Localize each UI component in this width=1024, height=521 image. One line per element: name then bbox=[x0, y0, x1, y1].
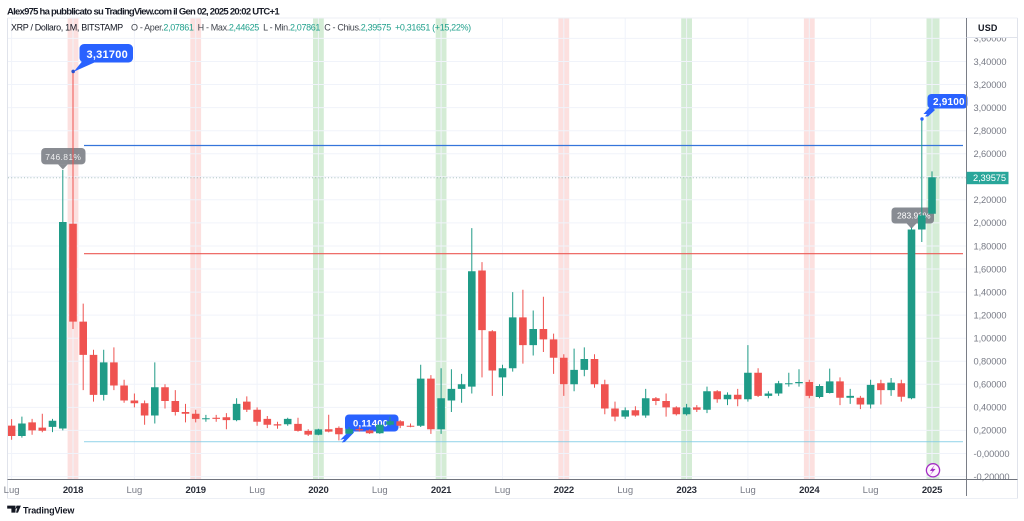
svg-text:0,80000: 0,80000 bbox=[974, 357, 1007, 367]
svg-text:USD: USD bbox=[978, 23, 998, 33]
svg-text:Alex975 ha pubblicato su Tradi: Alex975 ha pubblicato su TradingView.com… bbox=[7, 6, 280, 17]
svg-text:3,20000: 3,20000 bbox=[974, 80, 1007, 90]
svg-text:Lug: Lug bbox=[863, 485, 879, 496]
svg-text:2,80000: 2,80000 bbox=[974, 126, 1007, 136]
svg-text:2024: 2024 bbox=[799, 485, 820, 496]
svg-text:1,20000: 1,20000 bbox=[974, 310, 1007, 320]
svg-text:3,31700: 3,31700 bbox=[87, 49, 129, 61]
svg-text:Lug: Lug bbox=[249, 485, 265, 496]
svg-text:0,60000: 0,60000 bbox=[974, 380, 1007, 390]
svg-text:746.81%: 746.81% bbox=[45, 152, 81, 162]
svg-text:2,20000: 2,20000 bbox=[974, 195, 1007, 205]
svg-text:TradingView: TradingView bbox=[23, 505, 75, 515]
svg-text:3,40000: 3,40000 bbox=[974, 57, 1007, 67]
svg-text:2023: 2023 bbox=[676, 485, 696, 496]
svg-text:2025: 2025 bbox=[922, 485, 943, 496]
svg-text:Lug: Lug bbox=[617, 485, 633, 496]
svg-text:2,9100: 2,9100 bbox=[933, 97, 965, 108]
svg-text:Lug: Lug bbox=[372, 485, 388, 496]
svg-text:2,00000: 2,00000 bbox=[974, 218, 1007, 228]
svg-text:2,39575: 2,39575 bbox=[973, 173, 1006, 183]
svg-text:1,00000: 1,00000 bbox=[974, 334, 1007, 344]
svg-text:0,20000: 0,20000 bbox=[974, 426, 1007, 436]
svg-text:2022: 2022 bbox=[554, 485, 574, 496]
svg-text:2019: 2019 bbox=[186, 485, 206, 496]
svg-text:0,40000: 0,40000 bbox=[974, 403, 1007, 413]
svg-text:1,60000: 1,60000 bbox=[974, 264, 1007, 274]
svg-text:Lug: Lug bbox=[495, 485, 511, 496]
svg-text:1,40000: 1,40000 bbox=[974, 287, 1007, 297]
svg-text:-0,20000: -0,20000 bbox=[974, 472, 1010, 482]
svg-text:0,11400: 0,11400 bbox=[353, 419, 388, 430]
svg-text:3,60000: 3,60000 bbox=[974, 34, 1007, 44]
svg-text:2018: 2018 bbox=[63, 485, 83, 496]
svg-text:2021: 2021 bbox=[431, 485, 452, 496]
svg-text:283.93%: 283.93% bbox=[897, 211, 931, 221]
svg-text:XRP / Dollaro, 1M, BITSTAMP O: XRP / Dollaro, 1M, BITSTAMP O - Aper.2,0… bbox=[11, 23, 471, 33]
svg-text:1,80000: 1,80000 bbox=[974, 241, 1007, 251]
svg-text:3,00000: 3,00000 bbox=[974, 103, 1007, 113]
svg-text:2020: 2020 bbox=[308, 485, 328, 496]
svg-text:2,60000: 2,60000 bbox=[974, 149, 1007, 159]
svg-text:Lug: Lug bbox=[126, 485, 142, 496]
svg-text:Lug: Lug bbox=[4, 485, 20, 496]
svg-text:Lug: Lug bbox=[740, 485, 756, 496]
svg-text:-0,00000: -0,00000 bbox=[974, 449, 1010, 459]
